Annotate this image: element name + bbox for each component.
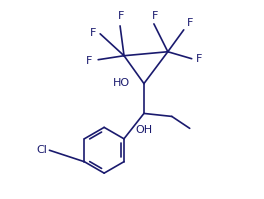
Text: F: F <box>118 11 124 21</box>
Text: F: F <box>90 28 96 38</box>
Text: F: F <box>152 11 158 21</box>
Text: F: F <box>187 18 193 28</box>
Text: F: F <box>86 56 92 66</box>
Text: HO: HO <box>113 78 130 88</box>
Text: F: F <box>196 54 202 64</box>
Text: OH: OH <box>135 125 153 135</box>
Text: Cl: Cl <box>36 145 47 155</box>
